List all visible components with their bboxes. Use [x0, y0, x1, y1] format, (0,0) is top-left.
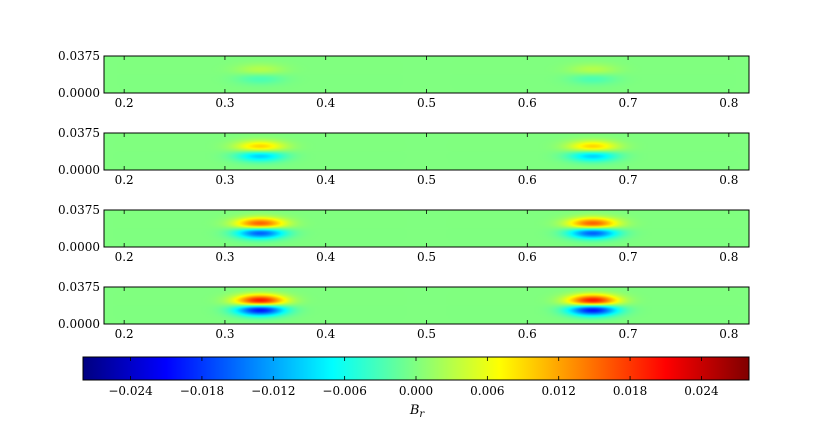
- panel-1: 0.2 0.3 0.4 0.5 0.6 0.7 0.8 0.0000 0.0375: [58, 49, 750, 110]
- colorbar-tick-label: 0.006: [470, 384, 504, 398]
- x-tick-label: 0.3: [215, 327, 234, 341]
- x-tick-label: 0.8: [719, 327, 738, 341]
- x-tick-label: 0.5: [417, 96, 436, 110]
- x-tick-label: 0.4: [316, 327, 335, 341]
- x-tick-label: 0.2: [115, 96, 134, 110]
- x-tick-label: 0.7: [619, 250, 638, 264]
- colorbar-tick-label: −0.006: [322, 384, 366, 398]
- colorbar-tick-label: 0.018: [613, 384, 647, 398]
- y-tick-label: 0.0000: [58, 317, 100, 331]
- x-tick-label: 0.3: [215, 96, 234, 110]
- colorbar-tick-label: 0.024: [684, 384, 719, 398]
- colorbar-label: Br: [409, 403, 426, 420]
- colorbar: −0.024 −0.018 −0.012 −0.006 0.000 0.006 0.012 0…: [82, 356, 750, 420]
- x-tick-label: 0.4: [316, 250, 335, 264]
- colorbar-label-subscript: r: [419, 409, 425, 420]
- x-tick-label: 0.5: [417, 327, 436, 341]
- x-tick-label: 0.6: [518, 96, 537, 110]
- x-tick-label: 0.2: [115, 173, 134, 187]
- colorbar-tick-label: 0.000: [399, 384, 433, 398]
- panel-4: 0.2 0.3 0.4 0.5 0.6 0.7 0.8 0.0000 0.0375: [58, 280, 750, 341]
- x-tick-label: 0.3: [215, 250, 234, 264]
- heatmap-1: [104, 56, 749, 93]
- panel-3: 0.2 0.3 0.4 0.5 0.6 0.7 0.8 0.0000 0.0375: [58, 203, 750, 264]
- x-tick-label: 0.5: [417, 173, 436, 187]
- x-tick-label: 0.8: [719, 173, 738, 187]
- x-tick-label: 0.7: [619, 173, 638, 187]
- x-tick-label: 0.6: [518, 173, 537, 187]
- y-tick-label: 0.0000: [58, 240, 100, 254]
- y-tick-label: 0.0375: [58, 49, 100, 63]
- x-tick-label: 0.2: [115, 327, 134, 341]
- y-tick-label: 0.0375: [58, 280, 100, 294]
- heatmap-4: [104, 287, 749, 324]
- y-tick-label: 0.0375: [58, 203, 100, 217]
- x-tick-label: 0.6: [518, 250, 537, 264]
- x-tick-label: 0.7: [619, 96, 638, 110]
- colorbar-tick-label: 0.012: [542, 384, 576, 398]
- y-tick-label: 0.0375: [58, 126, 100, 140]
- colorbar-tick-label: −0.012: [251, 384, 295, 398]
- panel-2: 0.2 0.3 0.4 0.5 0.6 0.7 0.8 0.0000 0.0375: [58, 126, 750, 187]
- colorbar-tick-label: −0.024: [108, 384, 153, 398]
- x-tick-label: 0.5: [417, 250, 436, 264]
- x-tick-label: 0.4: [316, 173, 335, 187]
- x-tick-label: 0.7: [619, 327, 638, 341]
- colorbar-tick-label: −0.018: [180, 384, 224, 398]
- x-tick-label: 0.6: [518, 327, 537, 341]
- heatmap-2: [104, 133, 749, 170]
- y-tick-label: 0.0000: [58, 86, 100, 100]
- y-tick-label: 0.0000: [58, 163, 100, 177]
- x-tick-label: 0.3: [215, 173, 234, 187]
- x-tick-label: 0.8: [719, 96, 738, 110]
- x-tick-label: 0.4: [316, 96, 335, 110]
- heatmap-3: [104, 210, 749, 247]
- x-tick-label: 0.8: [719, 250, 738, 264]
- x-tick-label: 0.2: [115, 250, 134, 264]
